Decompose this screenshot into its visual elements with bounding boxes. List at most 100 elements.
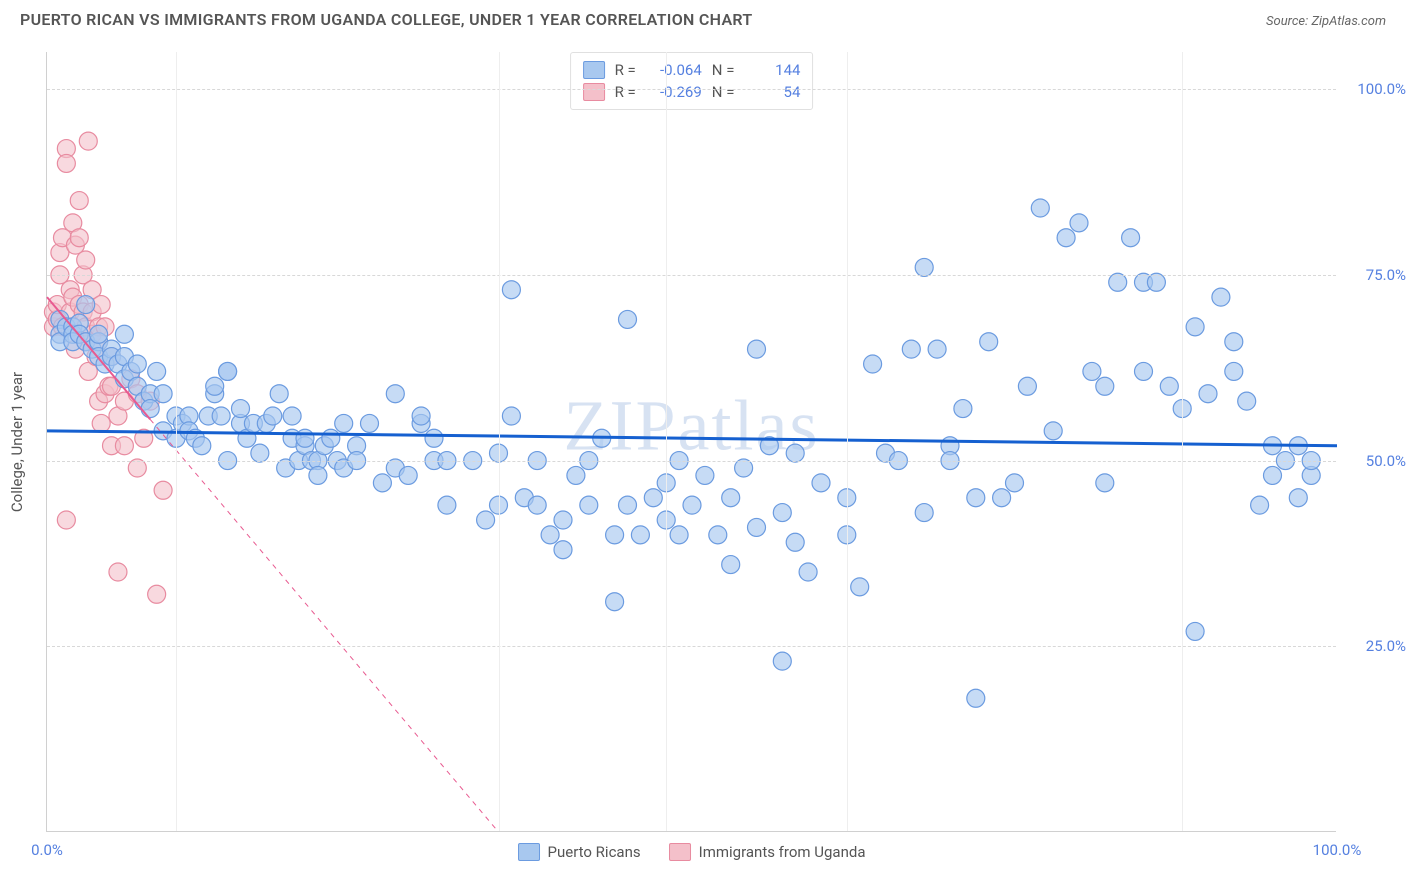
data-point <box>709 526 727 544</box>
data-point <box>502 407 520 425</box>
data-point <box>264 407 282 425</box>
legend-swatch-a <box>518 843 540 861</box>
data-point <box>212 407 230 425</box>
data-point <box>57 154 75 172</box>
gridline-h <box>47 461 1336 462</box>
stat-n-label: N = <box>712 83 735 101</box>
data-point <box>92 414 110 432</box>
data-point <box>773 504 791 522</box>
data-point <box>799 563 817 581</box>
data-point <box>631 526 649 544</box>
data-point <box>296 429 314 447</box>
data-point <box>993 489 1011 507</box>
legend-swatch-b <box>669 843 691 861</box>
gridline-h <box>47 646 1336 647</box>
data-point <box>1057 229 1075 247</box>
y-tick-label: 25.0% <box>1346 637 1406 655</box>
data-point <box>1096 474 1114 492</box>
gridline-v <box>1182 52 1183 831</box>
data-point <box>864 355 882 373</box>
y-tick-label: 75.0% <box>1346 266 1406 284</box>
legend: Puerto Ricans Immigrants from Uganda <box>518 843 866 861</box>
data-point <box>915 258 933 276</box>
data-point <box>90 325 108 343</box>
data-point <box>399 466 417 484</box>
stat-r-label: R = <box>615 83 636 101</box>
stat-r-value-b: -0.269 <box>648 83 702 101</box>
y-axis-label: College, Under 1 year <box>8 371 26 511</box>
data-point <box>1225 333 1243 351</box>
data-point <box>1289 489 1307 507</box>
data-point <box>1186 622 1204 640</box>
data-point <box>1006 474 1024 492</box>
data-point <box>1160 377 1178 395</box>
data-point <box>619 310 637 328</box>
data-point <box>851 578 869 596</box>
data-point <box>554 511 572 529</box>
data-point <box>786 444 804 462</box>
data-point <box>115 437 133 455</box>
data-point <box>696 466 714 484</box>
data-point <box>141 400 159 418</box>
data-point <box>580 496 598 514</box>
stat-r-label: R = <box>615 61 636 79</box>
stat-n-label: N = <box>712 61 735 79</box>
data-point <box>567 466 585 484</box>
data-point <box>915 504 933 522</box>
source-attribution: Source: ZipAtlas.com <box>1266 14 1386 29</box>
data-point <box>967 489 985 507</box>
legend-label-a: Puerto Ricans <box>548 843 641 861</box>
data-point <box>438 496 456 514</box>
data-point <box>1018 377 1036 395</box>
data-point <box>361 414 379 432</box>
data-point <box>219 362 237 380</box>
x-tick-label: 0.0% <box>31 841 63 859</box>
data-point <box>786 533 804 551</box>
data-point <box>902 340 920 358</box>
data-point <box>1147 273 1165 291</box>
data-point <box>283 407 301 425</box>
legend-item-a: Puerto Ricans <box>518 843 641 861</box>
data-point <box>773 652 791 670</box>
gridline-h <box>47 275 1336 276</box>
data-point <box>1264 466 1282 484</box>
source-prefix: Source: <box>1266 14 1311 29</box>
data-point <box>1238 392 1256 410</box>
data-point <box>386 385 404 403</box>
data-point <box>812 474 830 492</box>
stats-row-series-b: R = -0.269 N = 54 <box>583 81 801 103</box>
data-point <box>954 400 972 418</box>
gridline-v <box>847 52 848 831</box>
data-point <box>683 496 701 514</box>
data-point <box>79 132 97 150</box>
data-point <box>232 400 250 418</box>
correlation-stats-box: R = -0.064 N = 144 R = -0.269 N = 54 <box>570 52 814 110</box>
data-point <box>541 526 559 544</box>
data-point <box>748 518 766 536</box>
data-point <box>670 526 688 544</box>
data-point <box>128 355 146 373</box>
gridline-v <box>176 52 177 831</box>
data-point <box>270 385 288 403</box>
data-point <box>309 466 327 484</box>
data-point <box>1251 496 1269 514</box>
y-tick-label: 100.0% <box>1346 80 1406 98</box>
data-point <box>967 689 985 707</box>
stats-row-series-a: R = -0.064 N = 144 <box>583 59 801 81</box>
chart-plot-area: College, Under 1 year ZIPatlas R = -0.06… <box>46 52 1336 832</box>
data-point <box>722 556 740 574</box>
data-point <box>735 459 753 477</box>
data-point <box>115 325 133 343</box>
data-point <box>1044 422 1062 440</box>
data-point <box>606 593 624 611</box>
data-point <box>70 229 88 247</box>
data-point <box>1122 229 1140 247</box>
stat-n-value-b: 54 <box>746 83 800 101</box>
data-point <box>77 251 95 269</box>
data-point <box>57 511 75 529</box>
data-point <box>412 407 430 425</box>
data-point <box>748 340 766 358</box>
data-point <box>619 496 637 514</box>
data-point <box>502 281 520 299</box>
swatch-series-a <box>583 61 605 79</box>
